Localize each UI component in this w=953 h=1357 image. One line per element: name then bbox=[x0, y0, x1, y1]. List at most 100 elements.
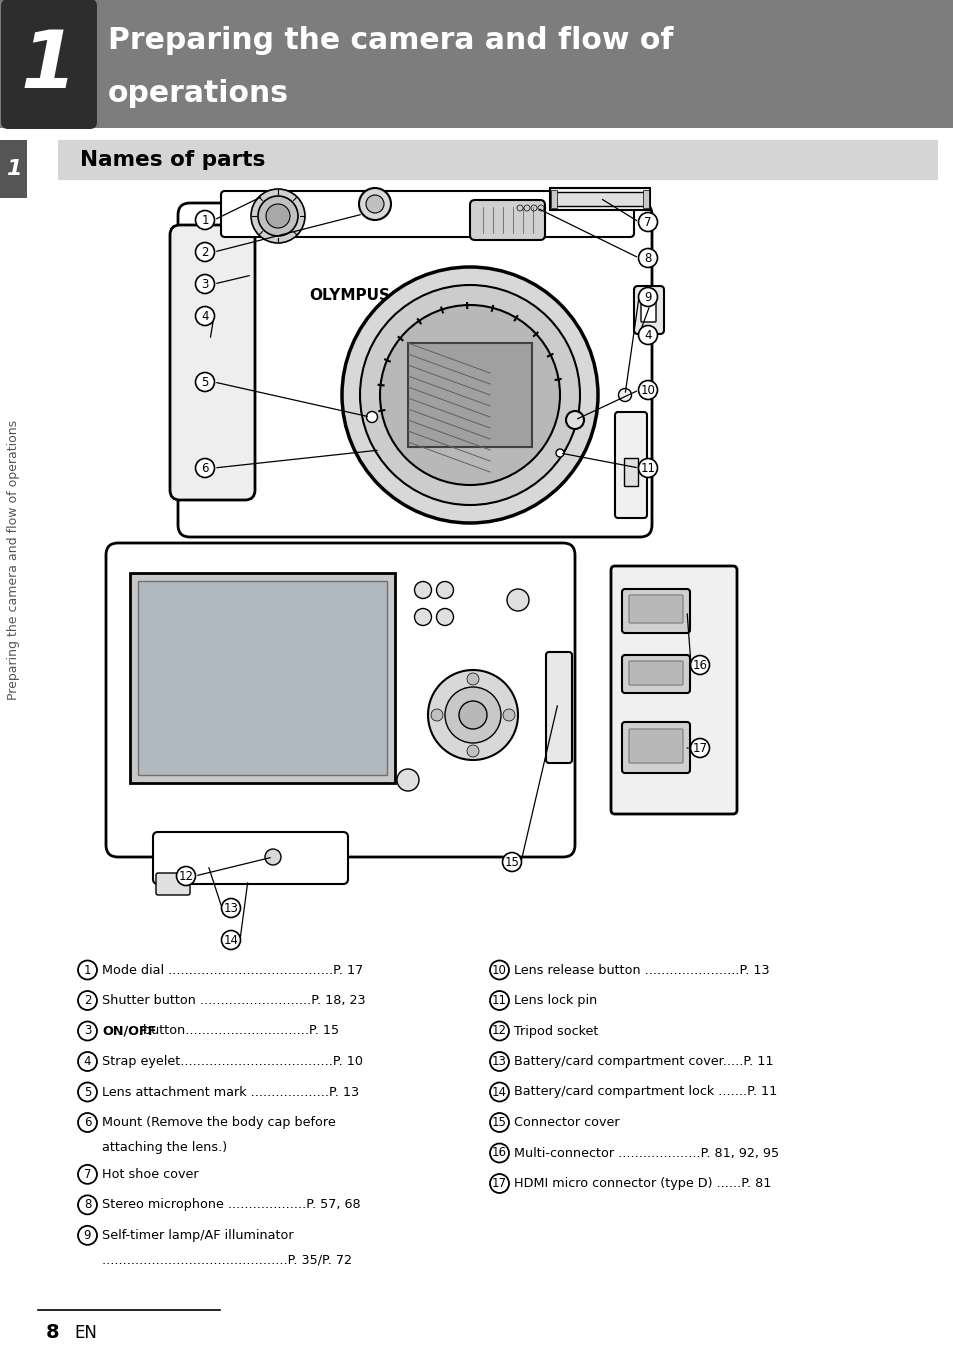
Bar bbox=[555, 191, 644, 206]
Circle shape bbox=[414, 582, 431, 598]
Text: Stereo microphone ...................P. 57, 68: Stereo microphone ...................P. … bbox=[102, 1198, 360, 1212]
FancyBboxPatch shape bbox=[610, 566, 737, 814]
Circle shape bbox=[221, 898, 240, 917]
Text: OLYMPUS: OLYMPUS bbox=[309, 288, 390, 303]
Circle shape bbox=[78, 961, 97, 980]
Circle shape bbox=[266, 204, 290, 228]
FancyBboxPatch shape bbox=[156, 873, 190, 896]
Text: operations: operations bbox=[108, 79, 289, 107]
Text: 4: 4 bbox=[201, 309, 209, 323]
FancyBboxPatch shape bbox=[640, 294, 656, 322]
FancyBboxPatch shape bbox=[106, 543, 575, 858]
Text: Lens lock pin: Lens lock pin bbox=[514, 993, 597, 1007]
Circle shape bbox=[195, 274, 214, 293]
Text: 14: 14 bbox=[223, 934, 238, 946]
Circle shape bbox=[431, 708, 442, 721]
Text: HDMI micro connector (type D) ......P. 81: HDMI micro connector (type D) ......P. 8… bbox=[514, 1177, 771, 1190]
Text: 13: 13 bbox=[492, 1054, 506, 1068]
Circle shape bbox=[379, 305, 559, 484]
Circle shape bbox=[537, 205, 543, 210]
Circle shape bbox=[467, 745, 478, 757]
Text: Lens attachment mark ...................P. 13: Lens attachment mark ...................… bbox=[102, 1086, 358, 1099]
Circle shape bbox=[265, 849, 281, 864]
FancyBboxPatch shape bbox=[221, 191, 634, 237]
Circle shape bbox=[638, 248, 657, 267]
Circle shape bbox=[502, 708, 515, 721]
Bar bbox=[551, 190, 557, 208]
Text: Mode dial ........................................P. 17: Mode dial ..............................… bbox=[102, 963, 363, 977]
Text: 10: 10 bbox=[492, 963, 506, 977]
Circle shape bbox=[414, 608, 431, 626]
Circle shape bbox=[359, 285, 579, 505]
Circle shape bbox=[428, 670, 517, 760]
Text: Self-timer lamp/AF illuminator: Self-timer lamp/AF illuminator bbox=[102, 1229, 294, 1242]
Circle shape bbox=[490, 1083, 509, 1102]
Circle shape bbox=[490, 1174, 509, 1193]
FancyBboxPatch shape bbox=[628, 661, 682, 685]
Circle shape bbox=[251, 189, 305, 243]
Text: attaching the lens.): attaching the lens.) bbox=[102, 1141, 227, 1153]
Circle shape bbox=[531, 205, 537, 210]
Bar bbox=[58, 140, 937, 180]
Text: 5: 5 bbox=[201, 376, 209, 388]
Text: 9: 9 bbox=[84, 1229, 91, 1242]
Text: 7: 7 bbox=[84, 1168, 91, 1181]
Circle shape bbox=[490, 991, 509, 1010]
Text: Connector cover: Connector cover bbox=[514, 1115, 619, 1129]
Circle shape bbox=[195, 373, 214, 392]
Circle shape bbox=[195, 210, 214, 229]
Circle shape bbox=[195, 459, 214, 478]
Circle shape bbox=[444, 687, 500, 744]
Circle shape bbox=[176, 867, 195, 886]
Circle shape bbox=[195, 307, 214, 326]
Text: Battery/card compartment cover.....P. 11: Battery/card compartment cover.....P. 11 bbox=[514, 1054, 773, 1068]
Circle shape bbox=[341, 267, 598, 522]
Text: 3: 3 bbox=[201, 277, 209, 290]
Circle shape bbox=[396, 769, 418, 791]
FancyBboxPatch shape bbox=[628, 729, 682, 763]
Circle shape bbox=[490, 1022, 509, 1041]
Circle shape bbox=[506, 589, 529, 611]
Text: 16: 16 bbox=[492, 1147, 506, 1159]
Text: Strap eyelet.....................................P. 10: Strap eyelet............................… bbox=[102, 1054, 363, 1068]
Text: ON/OFF: ON/OFF bbox=[102, 1025, 156, 1038]
Circle shape bbox=[78, 991, 97, 1010]
Circle shape bbox=[366, 411, 377, 422]
Circle shape bbox=[690, 738, 709, 757]
Text: 14: 14 bbox=[492, 1086, 506, 1099]
Text: 7: 7 bbox=[643, 216, 651, 228]
Circle shape bbox=[638, 288, 657, 307]
FancyBboxPatch shape bbox=[628, 594, 682, 623]
Text: 4: 4 bbox=[84, 1054, 91, 1068]
Text: Multi-connector ....................P. 81, 92, 95: Multi-connector ....................P. 8… bbox=[514, 1147, 779, 1159]
Text: 8: 8 bbox=[643, 251, 651, 265]
Text: 11: 11 bbox=[639, 461, 655, 475]
Text: Shutter button ...........................P. 18, 23: Shutter button .........................… bbox=[102, 993, 365, 1007]
Circle shape bbox=[358, 189, 391, 220]
Bar bbox=[138, 581, 387, 775]
Circle shape bbox=[618, 388, 631, 402]
FancyBboxPatch shape bbox=[615, 413, 646, 518]
Text: 6: 6 bbox=[84, 1115, 91, 1129]
Circle shape bbox=[638, 459, 657, 478]
Circle shape bbox=[78, 1052, 97, 1071]
Circle shape bbox=[436, 608, 453, 626]
Circle shape bbox=[195, 243, 214, 262]
Circle shape bbox=[490, 961, 509, 980]
Text: 2: 2 bbox=[201, 246, 209, 258]
Circle shape bbox=[490, 1144, 509, 1163]
Text: Mount (Remove the body cap before: Mount (Remove the body cap before bbox=[102, 1115, 335, 1129]
FancyBboxPatch shape bbox=[621, 722, 689, 773]
FancyBboxPatch shape bbox=[634, 286, 663, 334]
Circle shape bbox=[78, 1083, 97, 1102]
Bar bbox=[623, 459, 638, 486]
FancyBboxPatch shape bbox=[1, 0, 97, 129]
Circle shape bbox=[436, 582, 453, 598]
Circle shape bbox=[690, 655, 709, 674]
Text: 2: 2 bbox=[84, 993, 91, 1007]
Text: EN: EN bbox=[74, 1324, 97, 1342]
Circle shape bbox=[458, 702, 486, 729]
Circle shape bbox=[78, 1022, 97, 1041]
Circle shape bbox=[517, 205, 522, 210]
Circle shape bbox=[556, 449, 563, 457]
